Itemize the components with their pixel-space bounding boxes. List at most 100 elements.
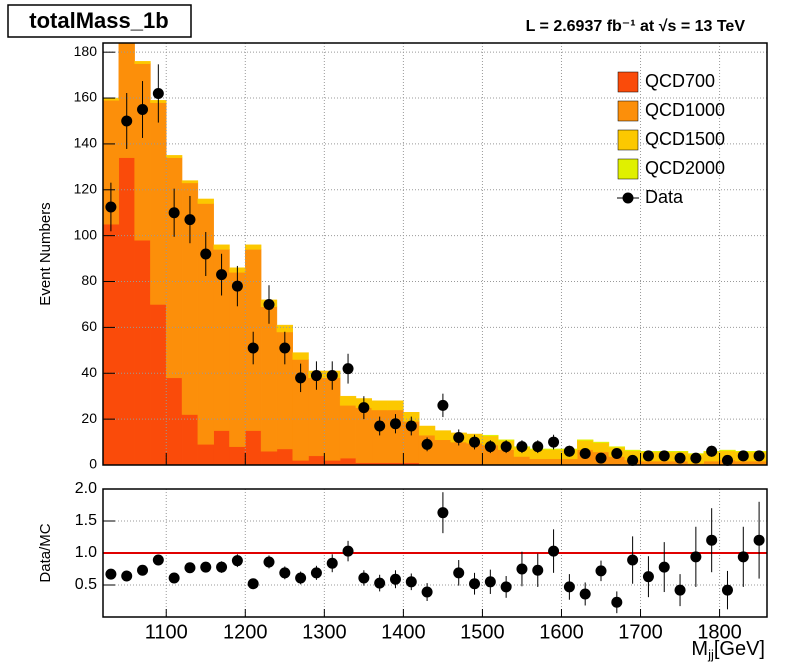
ratio-point — [611, 596, 623, 608]
histogram-bar — [260, 450, 278, 465]
plot-frame — [102, 488, 768, 618]
y-tick-label: 60 — [81, 318, 97, 334]
data-point — [121, 115, 133, 127]
data-point — [500, 441, 512, 453]
data-point — [674, 452, 686, 464]
histogram-bar — [229, 446, 246, 465]
histogram-bar — [434, 430, 452, 441]
data-point — [105, 201, 117, 213]
histogram-bar — [529, 458, 546, 465]
ratio-point — [137, 564, 149, 576]
histogram-bar — [213, 430, 230, 465]
legend-swatch — [617, 129, 639, 151]
histogram-bar — [213, 244, 230, 250]
data-point — [737, 450, 749, 462]
data-point — [595, 452, 607, 464]
histogram-bar — [103, 223, 120, 465]
histogram-bar — [308, 455, 325, 465]
y-tick-label: 1.5 — [75, 512, 97, 529]
histogram-bar — [561, 458, 578, 465]
x-tick-label: 1200 — [223, 621, 268, 643]
histogram-bar — [245, 244, 262, 250]
histogram-bar — [197, 444, 214, 465]
ratio-point — [216, 561, 228, 573]
data-point — [627, 454, 639, 466]
ratio-point — [374, 577, 386, 589]
ratio-point — [548, 545, 560, 557]
y-tick-label: 0 — [89, 456, 97, 472]
data-point — [247, 342, 259, 354]
lumi-annotation: L = 2.6937 fb⁻¹ at √s = 13 TeV — [526, 18, 746, 35]
data-point — [389, 418, 401, 430]
y-tick-label: 20 — [81, 410, 97, 426]
x-tick-label: 1700 — [618, 621, 663, 643]
legend-swatch — [617, 158, 639, 180]
ratio-point — [295, 572, 307, 584]
x-tick-label: 1100 — [145, 621, 188, 643]
histogram-bar — [339, 395, 357, 406]
data-point — [532, 441, 544, 453]
ratio-point — [231, 555, 243, 567]
histogram-bar — [624, 449, 641, 452]
x-label-unit: [GeV] — [714, 638, 765, 660]
ratio-point — [279, 567, 291, 579]
ratio-point — [737, 551, 749, 563]
data-point — [642, 450, 654, 462]
histogram-bar — [608, 446, 625, 448]
data-point — [484, 441, 496, 453]
y-tick-label: 1.0 — [75, 544, 97, 561]
ratio-point — [753, 534, 765, 546]
ratio-point — [263, 556, 275, 568]
histogram-bar — [371, 400, 388, 411]
histogram-bar — [339, 457, 357, 465]
legend-label: QCD2000 — [645, 158, 725, 178]
x-label-sub: jj — [707, 647, 714, 662]
ratio-point — [500, 581, 512, 593]
data-point — [453, 431, 465, 443]
x-tick-label: 1400 — [381, 621, 426, 643]
ratio-point — [627, 554, 639, 566]
ratio-point — [247, 578, 259, 590]
x-tick-label: 1300 — [302, 621, 347, 643]
ratio-point — [516, 563, 528, 575]
ratio-point — [706, 534, 718, 546]
ratio-point — [453, 567, 465, 579]
histogram-bar — [656, 460, 673, 465]
histogram-bar — [671, 450, 689, 453]
data-point — [168, 207, 180, 219]
data-point — [231, 280, 243, 292]
histogram-bar — [640, 460, 657, 465]
data-point — [405, 420, 417, 432]
ratio-point — [532, 564, 544, 576]
x-tick-label: 1800 — [697, 621, 742, 643]
ratio-point — [595, 565, 607, 577]
legend-label: Data — [645, 187, 684, 207]
y-tick-label: 2.0 — [75, 480, 97, 497]
histogram-bar — [181, 180, 199, 184]
histogram-bar — [260, 306, 278, 452]
x-tick-label: 1500 — [460, 621, 505, 643]
ratio-point — [310, 567, 322, 579]
legend-label: QCD1000 — [645, 100, 725, 120]
y-tick-label: 40 — [81, 364, 97, 380]
histogram-bar — [134, 61, 151, 64]
y-tick-label: 80 — [81, 272, 97, 288]
data-point — [279, 342, 291, 354]
histogram-bar — [719, 449, 736, 452]
histogram-bar — [165, 155, 183, 158]
x-axis-label: Mjj[GeV] — [691, 638, 765, 662]
histogram-bar — [577, 439, 594, 441]
ratio-point — [152, 554, 164, 566]
legend-label: QCD1500 — [645, 129, 725, 149]
legend-marker — [622, 192, 634, 204]
ratio-point — [105, 568, 117, 580]
ratio-point — [563, 581, 575, 593]
data-point — [563, 445, 575, 457]
data-point — [548, 436, 560, 448]
data-point — [690, 452, 702, 464]
ratio-point — [721, 584, 733, 596]
ratio-point — [437, 507, 449, 519]
histogram-bar — [197, 198, 214, 204]
histogram-bar — [592, 441, 610, 444]
y-axis-label: Event Numbers — [37, 202, 54, 305]
